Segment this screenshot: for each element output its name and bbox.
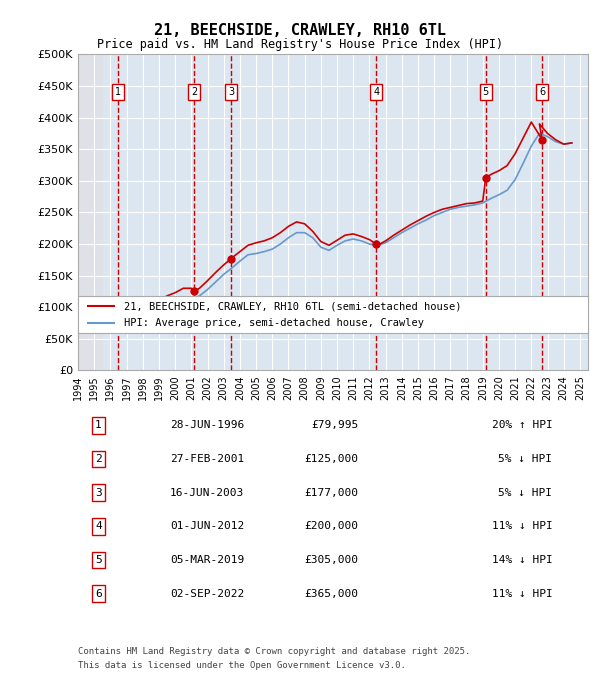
Text: 1: 1 (95, 420, 102, 430)
Text: 05-MAR-2019: 05-MAR-2019 (170, 555, 244, 565)
Text: 11% ↓ HPI: 11% ↓ HPI (491, 589, 552, 599)
Text: 14% ↓ HPI: 14% ↓ HPI (491, 555, 552, 565)
Text: 3: 3 (228, 87, 234, 97)
Text: 6: 6 (539, 87, 545, 97)
Text: This data is licensed under the Open Government Licence v3.0.: This data is licensed under the Open Gov… (78, 661, 406, 670)
Text: 01-JUN-2012: 01-JUN-2012 (170, 522, 244, 531)
Text: £125,000: £125,000 (305, 454, 359, 464)
Text: Contains HM Land Registry data © Crown copyright and database right 2025.: Contains HM Land Registry data © Crown c… (78, 647, 470, 656)
Text: 16-JUN-2003: 16-JUN-2003 (170, 488, 244, 498)
Text: 21, BEECHSIDE, CRAWLEY, RH10 6TL: 21, BEECHSIDE, CRAWLEY, RH10 6TL (154, 23, 446, 38)
Text: Price paid vs. HM Land Registry's House Price Index (HPI): Price paid vs. HM Land Registry's House … (97, 37, 503, 51)
Text: 5: 5 (482, 87, 489, 97)
Text: £305,000: £305,000 (305, 555, 359, 565)
Text: £79,995: £79,995 (311, 420, 359, 430)
Text: 2: 2 (191, 87, 197, 97)
Text: HPI: Average price, semi-detached house, Crawley: HPI: Average price, semi-detached house,… (124, 318, 424, 328)
Text: 2: 2 (95, 454, 102, 464)
Text: 28-JUN-1996: 28-JUN-1996 (170, 420, 244, 430)
Text: 11% ↓ HPI: 11% ↓ HPI (491, 522, 552, 531)
Bar (78, 54, 102, 371)
Text: 02-SEP-2022: 02-SEP-2022 (170, 589, 244, 599)
Text: 5% ↓ HPI: 5% ↓ HPI (498, 488, 552, 498)
Text: £200,000: £200,000 (305, 522, 359, 531)
Text: 5% ↓ HPI: 5% ↓ HPI (498, 454, 552, 464)
Text: 5: 5 (95, 555, 102, 565)
Text: 20% ↑ HPI: 20% ↑ HPI (491, 420, 552, 430)
Text: £177,000: £177,000 (305, 488, 359, 498)
Text: 21, BEECHSIDE, CRAWLEY, RH10 6TL (semi-detached house): 21, BEECHSIDE, CRAWLEY, RH10 6TL (semi-d… (124, 301, 461, 311)
Text: £365,000: £365,000 (305, 589, 359, 599)
Text: 4: 4 (373, 87, 379, 97)
Text: 27-FEB-2001: 27-FEB-2001 (170, 454, 244, 464)
Text: 1: 1 (115, 87, 121, 97)
Text: 4: 4 (95, 522, 102, 531)
Text: 3: 3 (95, 488, 102, 498)
Text: 6: 6 (95, 589, 102, 599)
